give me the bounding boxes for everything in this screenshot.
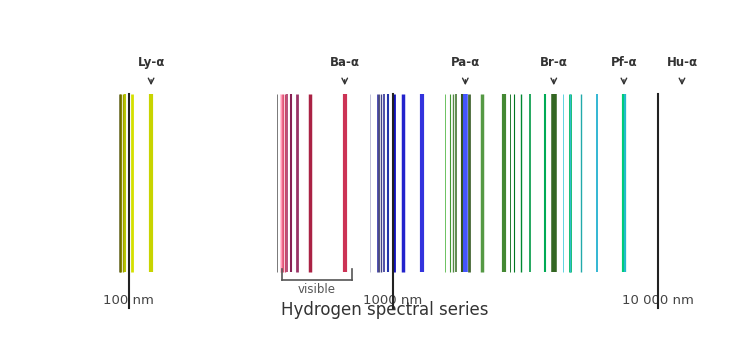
Text: Br-α: Br-α (540, 55, 568, 68)
Text: Hu-α: Hu-α (667, 55, 698, 68)
Text: 100 nm: 100 nm (104, 294, 154, 307)
Text: Pf-α: Pf-α (610, 55, 638, 68)
Text: 1000 nm: 1000 nm (364, 294, 423, 307)
Text: Ba-α: Ba-α (330, 55, 360, 68)
Text: Pa-α: Pa-α (451, 55, 480, 68)
Text: Ly-α: Ly-α (137, 55, 165, 68)
Text: 10 000 nm: 10 000 nm (622, 294, 694, 307)
Text: visible: visible (298, 283, 336, 296)
Text: Hydrogen spectral series: Hydrogen spectral series (280, 302, 488, 319)
